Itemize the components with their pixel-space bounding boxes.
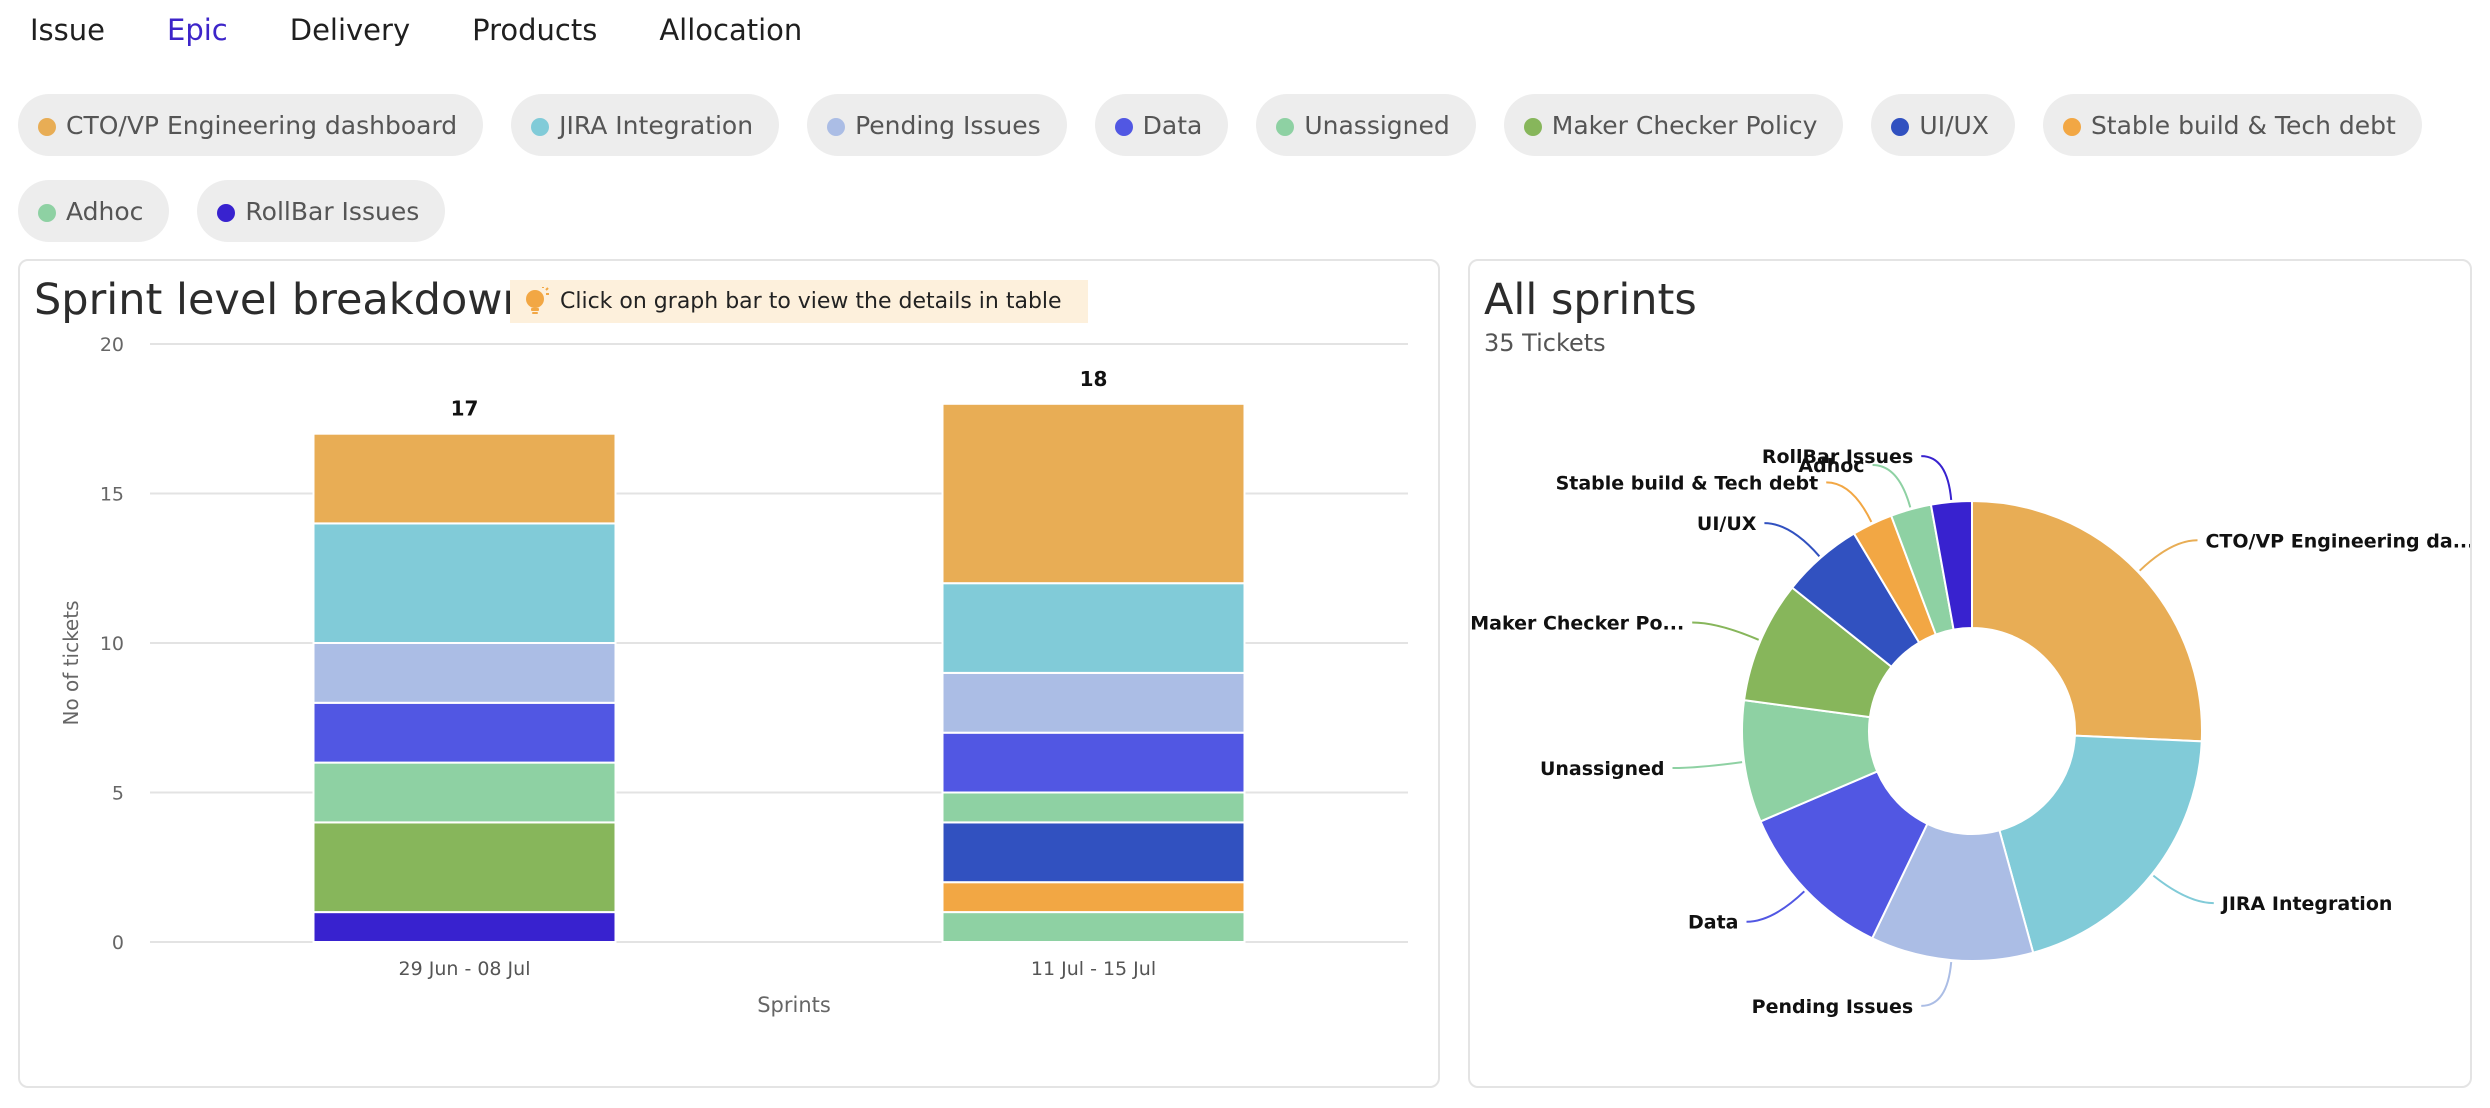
donut-leader-line <box>1872 463 1912 508</box>
epic-chip-label: UI/UX <box>1919 110 1989 140</box>
donut-slice-label: Maker Checker Po... <box>1470 613 1684 635</box>
bar-segment-adhoc[interactable] <box>941 911 1246 943</box>
epic-chip-pending-issues[interactable]: Pending Issues <box>807 94 1067 156</box>
bar-segment-unassigned[interactable] <box>312 761 617 824</box>
y-tick-label: 15 <box>100 484 124 506</box>
epic-chip-unassigned[interactable]: Unassigned <box>1256 94 1476 156</box>
epic-chip-stable-build-tech-debt[interactable]: Stable build & Tech debt <box>2042 94 2422 156</box>
donut-slice-cto-vp-engineering-da[interactable] <box>1971 499 2203 743</box>
bar-segment-data[interactable] <box>312 701 617 764</box>
donut-leader-line <box>1764 522 1821 557</box>
donut-slice-pending-issues[interactable] <box>1870 822 2035 962</box>
epic-chip-data[interactable]: Data <box>1094 94 1229 156</box>
donut-slice-label: RollBar Issues <box>1762 446 1913 468</box>
donut-slice-data[interactable] <box>1759 770 1929 940</box>
lightbulb-icon <box>526 286 549 314</box>
bar-segment-jira-integration[interactable] <box>312 522 617 644</box>
x-axis-label: Sprints <box>757 993 831 1017</box>
bar-segment-pending-issues[interactable] <box>312 642 617 704</box>
x-tick-label: 11 Jul - 15 Jul <box>1031 958 1156 980</box>
y-tick-label: 20 <box>100 334 124 356</box>
legend-dot-icon <box>827 118 846 136</box>
donut-slice-label: Adhoc <box>1798 455 1864 477</box>
y-tick-label: 10 <box>100 633 124 655</box>
donut-leader-line <box>1746 890 1806 923</box>
legend-dot-icon <box>2062 118 2081 136</box>
epic-chip-cto-vp-engineering-dashboard[interactable]: CTO/VP Engineering dashboard <box>18 94 484 156</box>
tab-epic[interactable]: Epic <box>167 13 228 47</box>
bar-segment-cto-vp-engineering-dashboard[interactable] <box>941 402 1246 585</box>
bar-segment-jira-integration[interactable] <box>941 582 1246 674</box>
bar-segment-maker-checker-policy[interactable] <box>312 821 617 914</box>
donut-leader-line <box>1826 481 1873 523</box>
epic-chip-label: Pending Issues <box>855 110 1041 140</box>
donut-slice-label: UI/UX <box>1697 513 1757 535</box>
tab-products[interactable]: Products <box>472 13 598 47</box>
donut-slice-label: Pending Issues <box>1752 996 1914 1018</box>
epic-chip-jira-integration[interactable]: JIRA Integration <box>511 94 780 156</box>
donut-slice-label: Stable build & Tech debt <box>1556 472 1819 494</box>
bar-segment-pending-issues[interactable] <box>941 671 1246 734</box>
all-sprints-donut-chart: CTO/VP Engineering da... JIRA Integration… <box>1470 446 2472 1018</box>
donut-slice-label: Data <box>1688 912 1739 934</box>
all-sprints-panel: All sprints 35 Tickets CTO/VP Engineerin… <box>1468 259 2472 1088</box>
epic-chip-list: CTO/VP Engineering dashboard JIRA Integr… <box>18 94 2478 266</box>
legend-dot-icon <box>1276 118 1295 136</box>
epic-chip-adhoc[interactable]: Adhoc <box>18 180 170 242</box>
hint-text: Click on graph bar to view the details i… <box>560 289 1062 314</box>
tab-issue[interactable]: Issue <box>30 13 105 47</box>
bar-segment-stable-build-tech-debt[interactable] <box>941 881 1246 914</box>
donut-slice-label: JIRA Integration <box>2220 893 2393 915</box>
legend-dot-icon <box>531 118 550 136</box>
bar-segment-data[interactable] <box>941 731 1246 794</box>
legend-dot-icon <box>217 204 236 222</box>
legend-dot-icon <box>38 204 56 222</box>
tab-delivery[interactable]: Delivery <box>289 13 411 47</box>
bar-segment-unassigned[interactable] <box>941 791 1246 824</box>
epic-chip-label: Data <box>1142 110 1203 140</box>
epic-chip-label: Adhoc <box>66 196 144 226</box>
epic-chip-rollbar-issues[interactable]: RollBar Issues <box>197 180 446 242</box>
sprint-breakdown-panel: Sprint level breakdown Click on graph ba… <box>18 259 1440 1088</box>
epic-chip-label: Unassigned <box>1304 110 1450 140</box>
panel-title: All sprints <box>1484 275 1697 325</box>
donut-leader-line <box>1692 621 1760 641</box>
ticket-count: 35 Tickets <box>1484 329 1606 357</box>
epic-chip-ui-ux[interactable]: UI/UX <box>1871 94 2015 156</box>
donut-slice-label: Unassigned <box>1540 758 1665 780</box>
donut-leader-line <box>2152 874 2214 905</box>
epic-chip-label: JIRA Integration <box>559 110 754 140</box>
nav-tabs: Issue Epic Delivery Products Allocation <box>0 0 864 60</box>
y-tick-label: 0 <box>112 932 124 954</box>
bar-segment-cto-vp-engineering-dashboard[interactable] <box>312 432 617 525</box>
epic-chip-label: Maker Checker Policy <box>1551 110 1818 140</box>
legend-dot-icon <box>1891 118 1910 136</box>
legend-dot-icon <box>1523 118 1542 136</box>
sprint-bar-chart: 0 5 10 15 20 No of tickets 17 29 Jun - 08 Jul 18… <box>59 334 1408 1017</box>
epic-chip-maker-checker-policy[interactable]: Maker Checker Policy <box>1503 94 1844 156</box>
donut-leader-line <box>2138 539 2198 572</box>
donut-slice-label: CTO/VP Engineering da... <box>2205 530 2472 552</box>
donut-leader-line <box>1921 455 1953 501</box>
bar-total-label: 18 <box>1080 367 1108 391</box>
legend-dot-icon <box>38 118 56 136</box>
donut-slice-rollbar-issues[interactable] <box>1929 499 1973 631</box>
hint-banner: Click on graph bar to view the details i… <box>510 280 1088 323</box>
donut-slice-jira-integration[interactable] <box>1998 734 2203 954</box>
donut-leader-line <box>1921 961 1953 1007</box>
donut-leader-line <box>1672 761 1743 770</box>
epic-chip-label: CTO/VP Engineering dashboard <box>66 110 458 140</box>
y-tick-label: 5 <box>112 783 124 805</box>
bar-total-label: 17 <box>451 397 479 421</box>
bar-segment-rollbar-issues[interactable] <box>312 911 617 943</box>
x-tick-label: 29 Jun - 08 Jul <box>399 958 531 980</box>
y-axis-label: No of tickets <box>59 600 83 725</box>
epic-chip-label: Stable build & Tech debt <box>2090 110 2396 140</box>
panel-title: Sprint level breakdown <box>34 275 530 325</box>
bar-segment-ui-ux[interactable] <box>941 821 1246 884</box>
legend-dot-icon <box>1114 118 1133 136</box>
epic-chip-label: RollBar Issues <box>245 196 420 226</box>
tab-allocation[interactable]: Allocation <box>659 13 803 47</box>
